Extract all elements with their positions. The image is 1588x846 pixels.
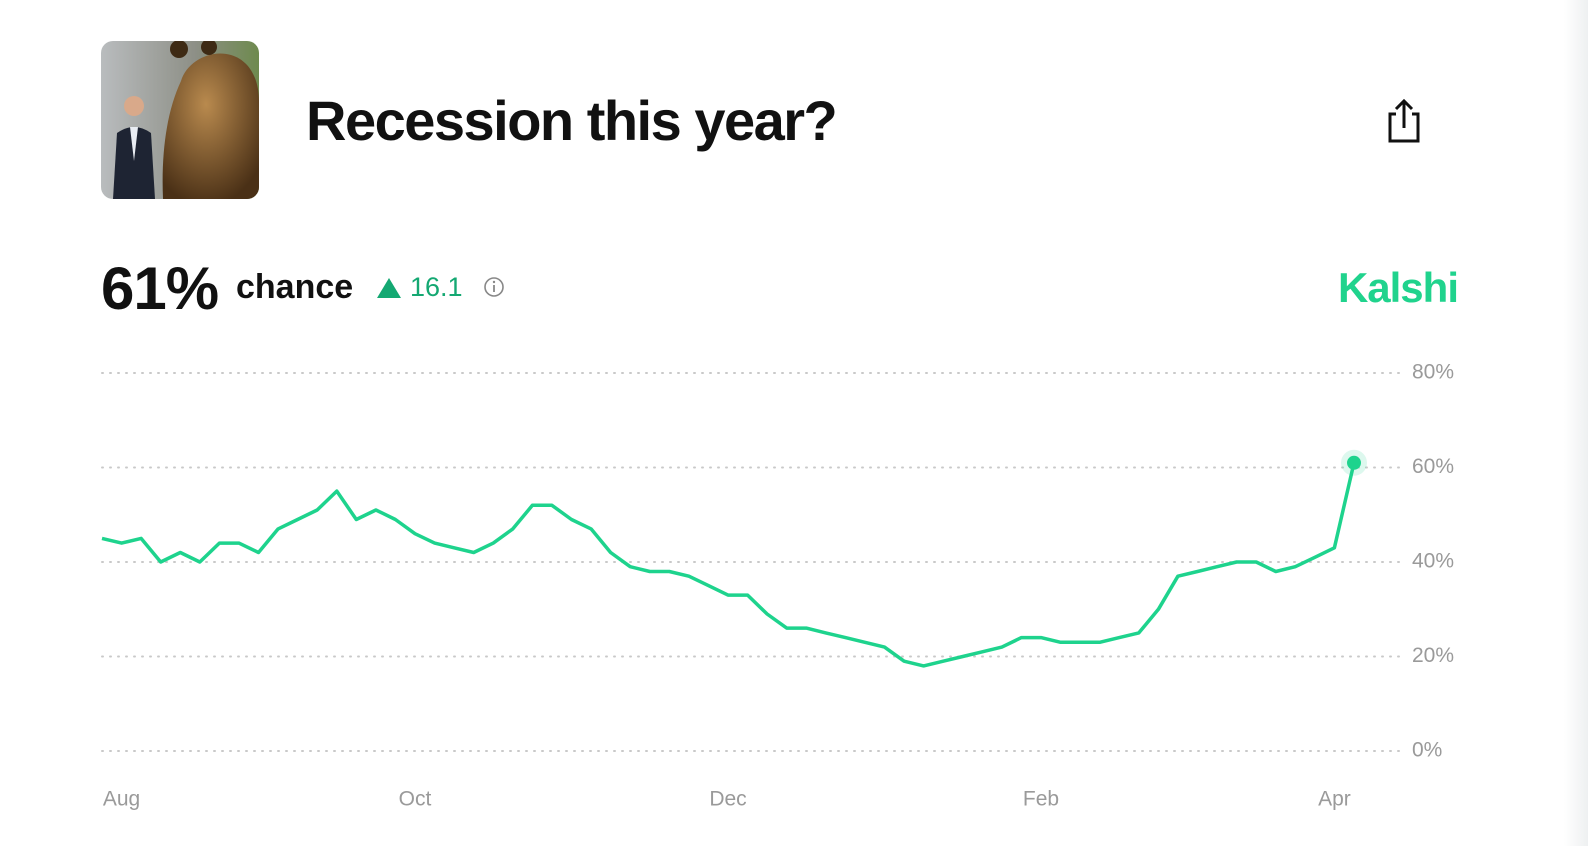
x-tick-label: Apr — [1318, 788, 1351, 811]
chart: 0% 20% 40% 60% 80% Aug Oct Dec Feb Apr — [101, 361, 1454, 811]
info-icon[interactable] — [483, 276, 505, 298]
x-tick-label: Oct — [399, 788, 432, 811]
y-tick-label: 20% — [1412, 644, 1454, 667]
y-tick-label: 40% — [1412, 550, 1454, 573]
edge-shadow — [1564, 0, 1588, 846]
market-image — [101, 41, 259, 199]
x-tick-label: Aug — [103, 788, 140, 811]
y-tick-label: 0% — [1412, 739, 1442, 762]
probability-label: chance — [236, 268, 354, 306]
series-line — [101, 462, 1356, 668]
change: 16.1 — [376, 272, 463, 303]
x-tick-label: Dec — [709, 788, 746, 811]
brand: Kalshi — [1337, 264, 1459, 311]
image-placeholder — [101, 41, 259, 199]
share-button[interactable] — [1384, 98, 1424, 144]
title: Recession this year? — [306, 89, 838, 152]
x-tick-label: Feb — [1023, 788, 1059, 811]
probability: 61% — [101, 255, 219, 322]
last-point — [1347, 455, 1361, 470]
change-value: 16.1 — [410, 272, 463, 302]
y-tick-label: 80% — [1412, 361, 1454, 384]
y-tick-label: 60% — [1412, 455, 1454, 478]
up-arrow — [377, 277, 401, 298]
